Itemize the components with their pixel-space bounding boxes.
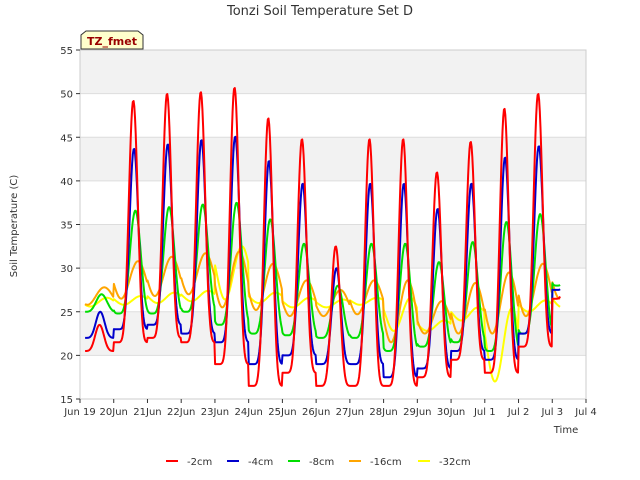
y-tick-label: 45 [60, 133, 73, 144]
x-axis: Jun 19 20Jun 21Jun 22Jun 23Jun 24Jun 25Jun 26Ju… [63, 399, 597, 418]
series-layer [84, 87, 561, 387]
annotation-frame [80, 30, 144, 50]
y-tick-label: 55 [60, 46, 73, 57]
series-line-neg4cm [84, 135, 561, 379]
series-line-neg8cm [84, 201, 561, 352]
x-tick-label: 26Jun [302, 407, 330, 418]
legend-label: -4cm [248, 457, 273, 468]
plot-band [80, 137, 586, 181]
y-tick-label: 40 [60, 177, 73, 188]
series-line-neg16cm [84, 250, 561, 344]
plot-band [80, 355, 586, 399]
x-tick-label: 25Jun [268, 407, 296, 418]
x-tick-label: 22Jun [167, 407, 195, 418]
x-tick-label: 28Jun [369, 407, 397, 418]
plot-band [80, 50, 586, 94]
y-axis: 15 20 25 30 35 40 45 50 55 [60, 46, 80, 406]
y-axis-title: Soil Temperature (C) [9, 175, 20, 278]
plot-band [80, 180, 586, 225]
x-tick-label: 27Jun [336, 407, 364, 418]
plot-band [80, 93, 586, 138]
x-tick-label: 20Jun [100, 407, 128, 418]
x-tick-label: Jul 3 [540, 407, 563, 418]
legend: -2cm -4cm -8cm -16cm -32cm [166, 457, 471, 468]
legend-label: -16cm [370, 457, 402, 468]
x-tick-label: 23Jun [201, 407, 229, 418]
x-axis-title: Time [553, 425, 578, 436]
x-tick-label: Jul 4 [574, 407, 597, 418]
legend-label: -2cm [187, 457, 212, 468]
plot-band [80, 311, 586, 356]
y-tick-label: 20 [60, 351, 73, 362]
x-tick-label: Jul 1 [473, 407, 496, 418]
x-tick-label: 24Jun [234, 407, 262, 418]
y-tick-label: 35 [60, 221, 73, 232]
annotation-box: TZ_fmet [80, 30, 144, 50]
y-tick-label: 15 [60, 395, 73, 406]
x-tick-label: Jul 2 [507, 407, 530, 418]
series-line-neg2cm [84, 87, 561, 387]
y-tick-label: 25 [60, 308, 73, 319]
x-tick-label: 30Jun [437, 407, 465, 418]
chart-title: Tonzi Soil Temperature Set D [226, 4, 413, 19]
x-tick-label: Jun 19 [63, 407, 96, 418]
legend-label: -8cm [309, 457, 334, 468]
x-tick-label: 21Jun [133, 407, 161, 418]
y-tick-label: 50 [60, 90, 73, 101]
annotation-label: TZ_fmet [87, 35, 137, 48]
x-tick-label: 29Jun [403, 407, 431, 418]
legend-label: -32cm [439, 457, 471, 468]
y-tick-label: 30 [60, 264, 73, 275]
